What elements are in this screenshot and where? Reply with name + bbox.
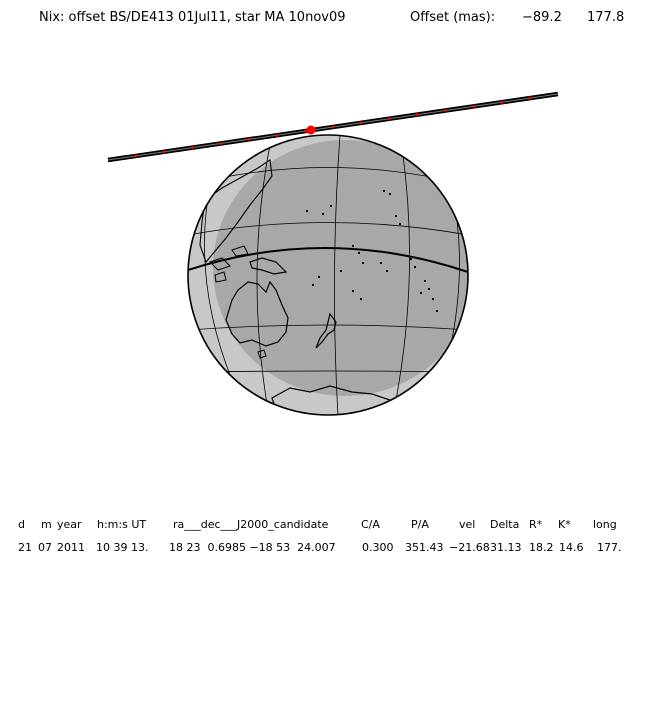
globe-outline [187, 134, 469, 416]
val-ca: 0.300 [362, 541, 394, 554]
val-radec: 18 23 0.6985 −18 53 24.007 [169, 541, 336, 554]
val-time: 10 39 13. [96, 541, 149, 554]
plot-title: Nix: offset BS/DE413 01Jul11, star MA 10… [0, 10, 645, 30]
hdr-pa: P/A [411, 518, 429, 531]
shadow-region [213, 140, 468, 396]
track-time-dot [191, 146, 194, 150]
val-year: 2011 [57, 541, 85, 554]
coastline-islands [209, 245, 249, 283]
track-time-dot [444, 109, 447, 112]
hdr-kstar: K* [558, 518, 571, 531]
coastline-tasmania [257, 349, 267, 359]
hdr-month: m [41, 518, 52, 531]
val-rstar: 18.2 [529, 541, 554, 554]
hdr-vel: vel [459, 518, 476, 531]
track-time-dot [303, 129, 307, 133]
track-time-dot [134, 154, 138, 158]
val-pa: 351.43 [405, 541, 444, 554]
track-time-dot [500, 100, 504, 104]
hdr-year: year [57, 518, 82, 531]
offset-label: Offset (mas): [410, 10, 496, 25]
hdr-day: d [18, 518, 25, 531]
val-vel: −21.68 [449, 541, 490, 554]
track-time-dot [275, 133, 279, 137]
val-delta: 31.13 [490, 541, 522, 554]
val-long: 177. [597, 541, 622, 554]
coastline-australia [225, 280, 289, 347]
track-time-dot [162, 150, 166, 154]
track-time-marks [134, 96, 532, 158]
occultation-map [107, 91, 559, 416]
hdr-rstar: R* [529, 518, 543, 531]
track-time-dot [472, 105, 475, 108]
val-kstar: 14.6 [559, 541, 584, 554]
coastline-new-zealand [315, 312, 337, 349]
track-time-dot [247, 138, 251, 141]
hdr-long: long [593, 518, 617, 531]
offset-x-value: −89.2 [522, 10, 562, 25]
coastline-new-guinea [249, 257, 288, 275]
table-header-row: d m year h:m:s UT ra___dec___J2000_candi… [0, 518, 645, 534]
track-time-dot [387, 117, 391, 121]
hdr-radec: ra___dec___J2000_candidate [173, 518, 329, 531]
track-time-dot [416, 113, 419, 116]
pacific-islands [306, 190, 438, 312]
val-month: 07 [38, 541, 52, 554]
track-time-dot [331, 125, 335, 129]
title-text: Nix: offset BS/DE413 01Jul11, star MA 10… [39, 10, 346, 25]
hdr-delta: Delta [490, 518, 520, 531]
track-time-dot [359, 121, 363, 125]
val-day: 21 [18, 541, 32, 554]
track-time-dot [219, 142, 222, 145]
hdr-time: h:m:s UT [97, 518, 147, 531]
hdr-ca: C/A [361, 518, 380, 531]
offset-y-value: 177.8 [587, 10, 625, 25]
coastline-asia [199, 159, 273, 264]
table-value-row: 21 07 2011 10 39 13. 18 23 0.6985 −18 53… [0, 541, 645, 557]
closest-approach-marker [306, 125, 316, 135]
track-time-dot [528, 96, 532, 100]
